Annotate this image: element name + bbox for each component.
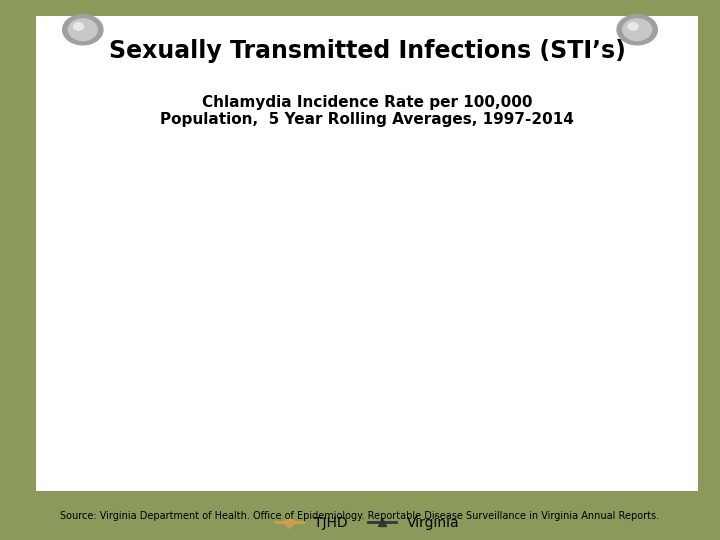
Text: 419,5: 419,5 — [613, 153, 652, 166]
Text: Sexually Transmitted Infections (STI’s): Sexually Transmitted Infections (STI’s) — [109, 39, 626, 63]
TJHD — [565, 233, 574, 239]
TJHD — [453, 254, 462, 260]
TJHD — [266, 251, 274, 258]
Virginia — [153, 277, 161, 284]
Virginia — [266, 250, 274, 256]
Legend: TJHD, Virginia: TJHD, Virginia — [269, 510, 465, 536]
Virginia — [341, 238, 349, 244]
Line: TJHD: TJHD — [117, 233, 611, 276]
Virginia — [490, 183, 499, 190]
Virginia — [453, 201, 462, 207]
Virginia — [378, 222, 387, 229]
TJHD — [153, 259, 161, 266]
Text: 291,2: 291,2 — [613, 244, 652, 256]
TJHD — [190, 269, 199, 276]
Virginia — [603, 166, 612, 172]
TJHD — [115, 270, 124, 276]
Virginia — [415, 211, 424, 217]
Text: Source: Virginia Department of Health. Office of Epidemiology. Reportable Diseas: Source: Virginia Department of Health. O… — [60, 511, 660, 521]
Virginia — [565, 169, 574, 176]
Virginia — [528, 172, 536, 179]
Virginia — [115, 285, 124, 292]
Virginia — [228, 258, 236, 265]
TJHD — [490, 246, 499, 253]
TJHD — [528, 233, 536, 240]
Text: Chlamydia Incidence Rate per 100,000
Population,  5 Year Rolling Averages, 1997-: Chlamydia Incidence Rate per 100,000 Pop… — [161, 94, 574, 127]
TJHD — [228, 260, 236, 266]
TJHD — [341, 258, 349, 264]
TJHD — [415, 254, 424, 260]
Virginia — [190, 269, 199, 276]
TJHD — [378, 253, 387, 259]
TJHD — [303, 256, 312, 262]
TJHD — [603, 238, 612, 244]
Virginia — [303, 244, 312, 251]
Line: Virginia: Virginia — [116, 165, 611, 292]
